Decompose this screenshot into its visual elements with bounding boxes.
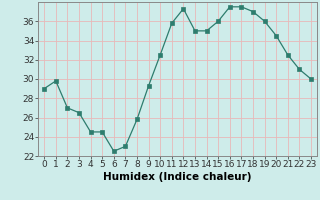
X-axis label: Humidex (Indice chaleur): Humidex (Indice chaleur) xyxy=(103,172,252,182)
